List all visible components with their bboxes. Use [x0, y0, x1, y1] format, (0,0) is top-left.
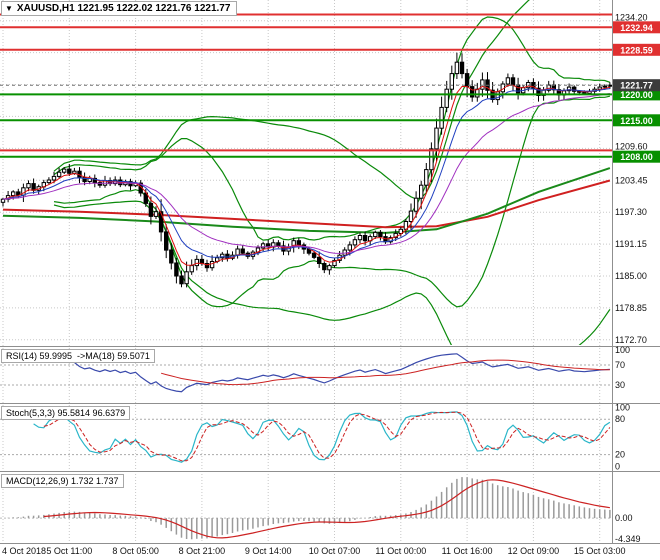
svg-text:0.00: 0.00: [615, 513, 633, 523]
svg-text:1172.70: 1172.70: [615, 335, 647, 345]
svg-text:80: 80: [615, 414, 625, 424]
svg-text:1220.00: 1220.00: [620, 90, 653, 100]
svg-text:8 Oct 21:00: 8 Oct 21:00: [179, 546, 226, 556]
rsi-indicator-label: RSI(14) 59.9995 ->MA(18) 59.5071: [1, 349, 155, 363]
svg-text:15 Oct 03:00: 15 Oct 03:00: [574, 546, 626, 556]
macd-indicator-label: MACD(12,26,9) 1.732 1.737: [1, 474, 124, 488]
svg-text:-4.349: -4.349: [615, 534, 641, 544]
svg-text:1215.00: 1215.00: [620, 116, 653, 126]
svg-text:11 Oct 16:00: 11 Oct 16:00: [442, 546, 493, 556]
pane-divider-stoch-macd[interactable]: [0, 469, 660, 474]
stoch-indicator-label: Stoch(5,3,3) 95.5814 96.6379: [1, 406, 131, 420]
svg-text:100: 100: [615, 345, 630, 355]
svg-text:12 Oct 09:00: 12 Oct 09:00: [508, 546, 560, 556]
svg-text:5 Oct 11:00: 5 Oct 11:00: [46, 546, 92, 556]
svg-text:1209.60: 1209.60: [615, 142, 648, 152]
svg-text:1185.00: 1185.00: [615, 271, 647, 281]
svg-text:1234.20: 1234.20: [615, 12, 648, 22]
svg-text:10 Oct 07:00: 10 Oct 07:00: [309, 546, 361, 556]
svg-text:11 Oct 00:00: 11 Oct 00:00: [375, 546, 426, 556]
svg-text:1228.59: 1228.59: [620, 45, 653, 55]
svg-text:1221.77: 1221.77: [620, 81, 653, 91]
chart-title-box: ▼ XAUUSD,H1 1221.95 1222.02 1221.76 1221…: [1, 1, 238, 16]
time-axis[interactable]: [0, 543, 660, 560]
svg-text:1191.15: 1191.15: [615, 239, 647, 249]
pane-divider-rsi-stoch[interactable]: [0, 401, 660, 406]
svg-text:8 Oct 05:00: 8 Oct 05:00: [112, 546, 159, 556]
svg-text:1203.45: 1203.45: [615, 175, 648, 185]
svg-text:4 Oct 2018: 4 Oct 2018: [2, 546, 46, 556]
svg-text:9 Oct 14:00: 9 Oct 14:00: [245, 546, 292, 556]
svg-text:1178.85: 1178.85: [615, 303, 647, 313]
chart-title-text: XAUUSD,H1 1221.95 1222.02 1221.76 1221.7…: [16, 3, 231, 14]
price-axis[interactable]: [613, 0, 660, 543]
symbol-dropdown-icon[interactable]: ▼: [5, 3, 13, 13]
svg-text:1232.94: 1232.94: [620, 23, 653, 33]
svg-text:100: 100: [615, 402, 630, 412]
svg-text:30: 30: [615, 380, 625, 390]
pane-divider-main-rsi[interactable]: [0, 344, 660, 349]
svg-text:1208.00: 1208.00: [620, 152, 653, 162]
svg-text:20: 20: [615, 450, 625, 460]
svg-text:0: 0: [615, 462, 620, 472]
svg-text:70: 70: [615, 360, 625, 370]
svg-text:1197.30: 1197.30: [615, 207, 647, 217]
